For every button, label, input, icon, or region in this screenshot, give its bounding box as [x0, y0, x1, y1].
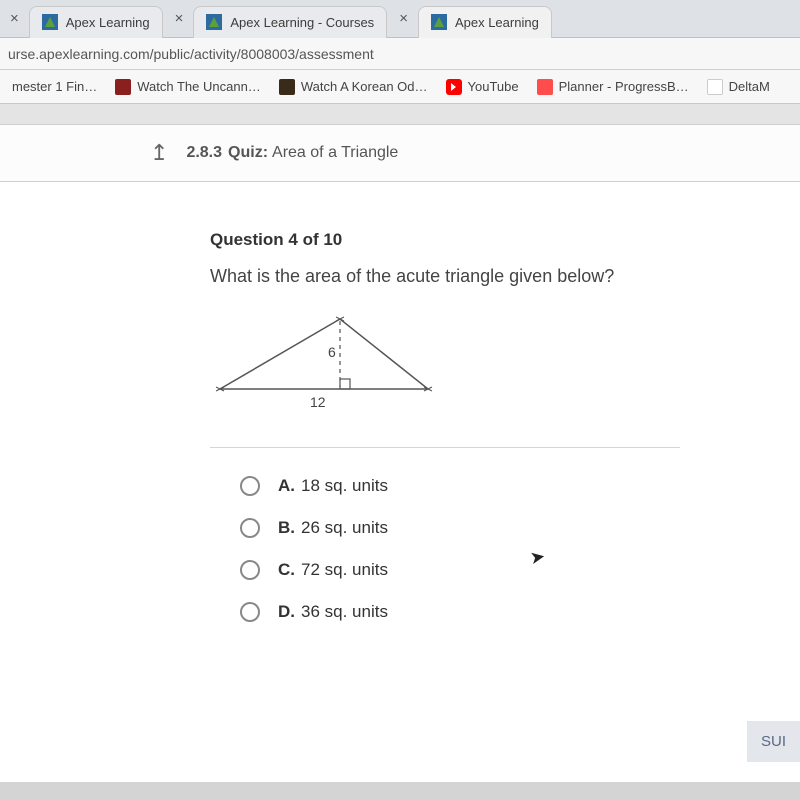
bookmark-item[interactable]: mester 1 Fin… — [6, 75, 103, 98]
bookmark-icon — [115, 79, 131, 95]
tab-title: Apex Learning — [66, 15, 150, 30]
browser-chrome: × Apex Learning × Apex Learning - Course… — [0, 0, 800, 104]
bookmark-item[interactable]: Watch A Korean Od… — [273, 75, 434, 99]
quiz-type-label: Quiz: — [228, 144, 268, 162]
base-label: 12 — [310, 394, 326, 410]
option-letter: C. — [278, 560, 295, 580]
option-text: 18 sq. units — [301, 476, 388, 496]
bookmark-item[interactable]: DeltaM — [701, 75, 776, 99]
tab-title: Apex Learning — [455, 15, 539, 30]
answer-option-d[interactable]: D. 36 sq. units — [240, 602, 800, 622]
height-label: 6 — [328, 344, 336, 360]
close-icon[interactable]: × — [10, 10, 19, 27]
deltamath-icon — [707, 79, 723, 95]
bookmark-label: Watch The Uncann… — [137, 79, 261, 94]
option-text: 26 sq. units — [301, 518, 388, 538]
browser-tab[interactable]: Apex Learning - Courses — [193, 6, 387, 38]
page-content: ↥ 2.8.3 Quiz: Area of a Triangle Questio… — [0, 104, 800, 782]
back-arrow-icon[interactable]: ↥ — [150, 140, 168, 166]
browser-tab[interactable]: Apex Learning — [29, 6, 163, 38]
submit-button[interactable]: SUI — [747, 721, 800, 762]
quiz-title: Area of a Triangle — [272, 144, 398, 162]
tab-title: Apex Learning - Courses — [230, 15, 374, 30]
apex-favicon — [206, 14, 222, 30]
answer-option-c[interactable]: C. 72 sq. units — [240, 560, 800, 580]
question-panel: Question 4 of 10 What is the area of the… — [0, 182, 800, 782]
bookmark-label: Planner - ProgressB… — [559, 79, 689, 94]
answer-option-b[interactable]: B. 26 sq. units — [240, 518, 800, 538]
radio-icon — [240, 602, 260, 622]
answer-option-a[interactable]: A. 18 sq. units — [240, 476, 800, 496]
quiz-section-number: 2.8.3 — [186, 144, 222, 162]
option-text: 72 sq. units — [301, 560, 388, 580]
bookmark-label: mester 1 Fin… — [12, 79, 97, 94]
bookmark-item[interactable]: Planner - ProgressB… — [531, 75, 695, 99]
option-letter: A. — [278, 476, 295, 496]
tab-bar: × Apex Learning × Apex Learning - Course… — [0, 0, 800, 38]
bookmark-item[interactable]: YouTube — [440, 75, 525, 99]
option-letter: D. — [278, 602, 295, 622]
radio-icon — [240, 476, 260, 496]
close-icon[interactable]: × — [399, 10, 408, 27]
question-prompt: What is the area of the acute triangle g… — [210, 266, 800, 287]
apex-favicon — [431, 14, 447, 30]
answer-options: A. 18 sq. units B. 26 sq. units C. 72 sq… — [210, 476, 800, 622]
youtube-icon — [446, 79, 462, 95]
address-bar[interactable]: urse.apexlearning.com/public/activity/80… — [0, 38, 800, 70]
bookmark-icon — [279, 79, 295, 95]
option-letter: B. — [278, 518, 295, 538]
question-counter: Question 4 of 10 — [210, 230, 800, 250]
bookmark-label: DeltaM — [729, 79, 770, 94]
triangle-figure: 6 12 — [210, 309, 800, 419]
option-text: 36 sq. units — [301, 602, 388, 622]
bookmark-item[interactable]: Watch The Uncann… — [109, 75, 267, 99]
bookmark-icon — [537, 79, 553, 95]
bookmark-label: YouTube — [468, 79, 519, 94]
submit-label: SUI — [761, 733, 786, 750]
bookmarks-bar: mester 1 Fin… Watch The Uncann… Watch A … — [0, 70, 800, 104]
divider — [210, 447, 680, 448]
close-icon[interactable]: × — [175, 10, 184, 27]
quiz-header: ↥ 2.8.3 Quiz: Area of a Triangle — [0, 124, 800, 182]
url-text: urse.apexlearning.com/public/activity/80… — [8, 46, 374, 62]
apex-favicon — [42, 14, 58, 30]
browser-tab[interactable]: Apex Learning — [418, 6, 552, 38]
bookmark-label: Watch A Korean Od… — [301, 79, 428, 94]
radio-icon — [240, 518, 260, 538]
radio-icon — [240, 560, 260, 580]
